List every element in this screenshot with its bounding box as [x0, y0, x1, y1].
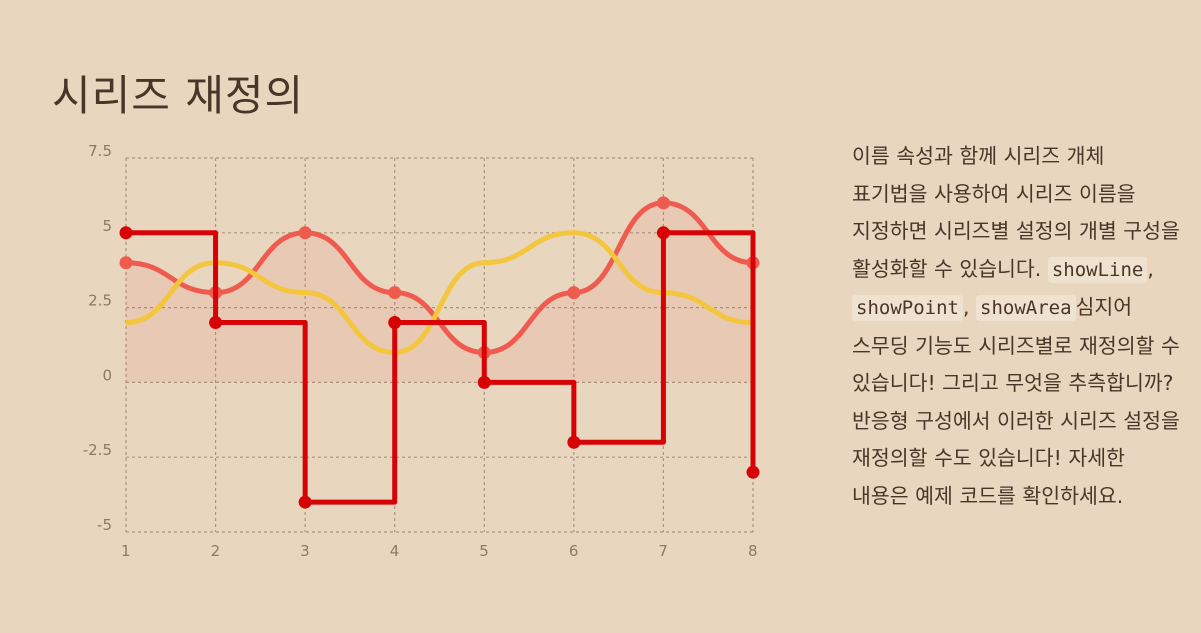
- series-override-chart: -5 -2.5 0 2.5 5 7.5 1 2 3 4 5 6 7 8: [0, 130, 800, 570]
- y-tick-label: 5: [102, 217, 112, 235]
- description-sep-2: ,: [962, 295, 976, 319]
- x-tick-label: 7: [658, 542, 668, 560]
- x-tick-label: 3: [300, 542, 310, 560]
- series-point: [209, 316, 223, 330]
- y-tick-label: 7.5: [88, 142, 112, 160]
- description-text-1: 이름 속성과 함께 시리즈 개체 표기법을 사용하여 시리즈 이름을 지정하면 …: [852, 144, 1180, 281]
- x-tick-label: 6: [569, 542, 579, 560]
- description-sep-1: ,: [1147, 256, 1154, 281]
- series-point: [298, 495, 312, 509]
- series-point: [656, 226, 670, 240]
- y-tick-label: -2.5: [83, 441, 112, 459]
- y-tick-label: 0: [102, 366, 112, 384]
- description-text-2: 심지어 스무딩 기능도 시리즈별로 재정의할 수 있습니다! 그리고 무엇을 추…: [852, 295, 1180, 508]
- x-tick-label: 2: [211, 542, 221, 560]
- y-tick-label: 2.5: [88, 292, 112, 310]
- series-point: [119, 256, 133, 270]
- series-point: [388, 286, 402, 300]
- series-point: [567, 435, 581, 449]
- code-showarea: showArea: [976, 295, 1076, 321]
- x-tick-label: 5: [479, 542, 489, 560]
- code-showline: showLine: [1047, 256, 1148, 283]
- code-showpoint: showPoint: [852, 295, 963, 321]
- series-point: [119, 226, 133, 240]
- series-line: [125, 200, 754, 355]
- series-point: [388, 316, 402, 330]
- series-line: [126, 230, 756, 505]
- description: 이름 속성과 함께 시리즈 개체 표기법을 사용하여 시리즈 이름을 지정하면 …: [852, 138, 1182, 515]
- page-title: 시리즈 재정의: [52, 71, 305, 120]
- series-point: [656, 196, 670, 210]
- line-chart: -5 -2.5 0 2.5 5 7.5 1 2 3 4 5 6 7 8: [83, 142, 760, 560]
- series-line: [125, 230, 754, 355]
- series-point: [298, 226, 312, 240]
- series-point: [477, 375, 491, 389]
- x-tick-label: 4: [390, 542, 400, 560]
- y-tick-label: -5: [97, 516, 112, 534]
- series-point: [567, 286, 581, 300]
- series-point: [746, 465, 760, 479]
- x-tick-label: 8: [748, 542, 758, 560]
- series-area: [126, 202, 753, 383]
- x-tick-label: 1: [121, 542, 131, 560]
